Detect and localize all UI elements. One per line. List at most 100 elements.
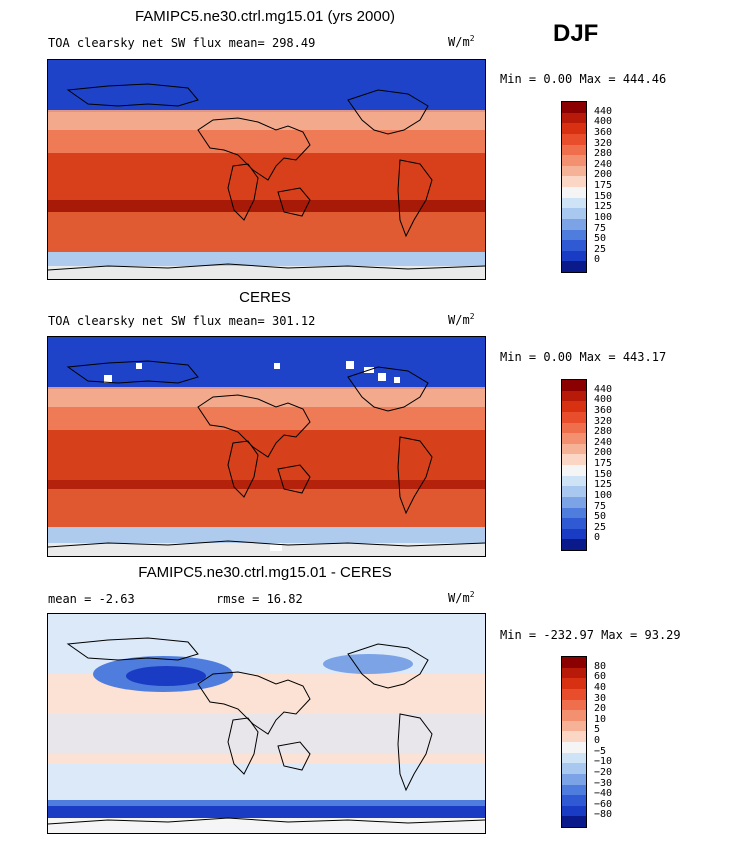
colorbar-tick-label: 360 — [594, 404, 613, 416]
panel-1-band-polar-n — [48, 60, 485, 112]
panel-2-mean: mean= 301.12 — [228, 314, 316, 328]
colorbar-segment — [562, 805, 586, 817]
panel-2-band-south — [48, 489, 485, 529]
coastline — [277, 464, 311, 494]
panel-1-field — [48, 60, 485, 279]
colorbar-tick-label: 240 — [594, 436, 613, 448]
panel-3-band-icefront — [48, 800, 485, 808]
colorbar-segment — [562, 165, 586, 177]
colorbar-segment — [562, 123, 586, 134]
colorbar-tick-label: 360 — [594, 126, 613, 138]
colorbar-segment — [562, 688, 586, 700]
colorbar-segment — [562, 763, 586, 774]
colorbar-segment — [562, 742, 586, 753]
colorbar-tick-label: 100 — [594, 489, 613, 501]
colorbar-tick-label: 50 — [594, 233, 607, 245]
colorbar-segment — [562, 112, 586, 124]
coastline — [227, 440, 259, 498]
colorbar-tick-label: 0 — [594, 254, 601, 266]
panel-2-missing-cell — [104, 375, 112, 383]
panel-3-band-south — [48, 764, 485, 800]
season-label: DJF — [553, 20, 599, 47]
colorbar-tick-label: 40 — [594, 681, 607, 693]
panel-1-band-tropics — [48, 153, 485, 208]
colorbar-tick-label: 400 — [594, 394, 613, 406]
colorbar-tick-label: 0 — [594, 735, 601, 746]
colorbar-segment — [562, 731, 586, 742]
coastline — [66, 83, 199, 107]
colorbar-segment — [562, 261, 586, 272]
coastline — [48, 263, 485, 271]
colorbar-segment — [562, 528, 586, 540]
colorbar-tick-label: 320 — [594, 137, 613, 149]
panel-1-minmax: Min = 0.00 Max = 444.46 — [500, 72, 667, 86]
panel-3-colorbar — [561, 656, 587, 828]
colorbar-tick-label: 175 — [594, 180, 613, 191]
colorbar-segment — [562, 176, 586, 187]
panel-3-mean: mean = -2.63 — [48, 592, 135, 606]
colorbar-segment — [562, 197, 586, 209]
colorbar-tick-label: 10 — [594, 713, 607, 725]
colorbar-tick-label: 80 — [594, 660, 607, 672]
colorbar-tick-label: 50 — [594, 511, 607, 523]
colorbar-tick-label: 320 — [594, 415, 613, 427]
panel-3-minmax: Min = -232.97 Max = 93.29 — [500, 628, 681, 642]
panel-1-mean: mean= 298.49 — [228, 36, 316, 50]
coastline — [397, 159, 433, 238]
panel-3-map — [47, 613, 486, 834]
panel-1-units: W/m2 — [448, 34, 475, 49]
panel-1-colorbar — [561, 101, 587, 273]
panel-2-band-antarctic — [48, 543, 485, 556]
panel-2-band-tropics — [48, 430, 485, 485]
coastline — [48, 817, 485, 825]
panel-2-minmax: Min = 0.00 Max = 443.17 — [500, 350, 667, 364]
colorbar-segment — [562, 475, 586, 487]
colorbar-tick-label: −60 — [594, 798, 613, 810]
colorbar-tick-label: 75 — [594, 222, 607, 234]
colorbar-segment — [562, 784, 586, 796]
panel-2-missing-cell — [270, 543, 282, 551]
colorbar-tick-label: 280 — [594, 148, 613, 160]
colorbar-tick-label: 240 — [594, 158, 613, 170]
panel-1-band-mid-n — [48, 110, 485, 132]
coastline — [277, 741, 311, 771]
colorbar-tick-label: −5 — [594, 745, 607, 757]
colorbar-segment — [562, 496, 586, 508]
colorbar-tick-label: 30 — [594, 692, 607, 704]
panel-2-units: W/m2 — [448, 312, 475, 327]
colorbar-tick-label: 400 — [594, 116, 613, 128]
colorbar-tick-label: −40 — [594, 788, 613, 800]
colorbar-tick-label: 175 — [594, 458, 613, 469]
colorbar-tick-label: 440 — [594, 383, 613, 395]
colorbar-segment — [562, 155, 586, 166]
colorbar-segment — [562, 102, 586, 113]
panel-2-title: CERES — [239, 289, 291, 306]
colorbar-tick-label: 25 — [594, 243, 607, 255]
coastline — [347, 89, 429, 135]
panel-2-missing-cell — [274, 363, 280, 369]
panel-1-band-south — [48, 212, 485, 254]
colorbar-segment — [562, 390, 586, 402]
coastline — [227, 163, 259, 221]
coastline — [227, 717, 259, 775]
colorbar-segment — [562, 380, 586, 391]
coastline — [397, 713, 433, 792]
colorbar-tick-label: −10 — [594, 756, 613, 768]
colorbar-segment — [562, 465, 586, 476]
panel-2-subtitle: TOA clearsky net SW flux mean= 301.12 — [48, 314, 315, 328]
colorbar-tick-label: 0 — [594, 532, 601, 544]
coastline — [397, 436, 433, 515]
panel-2-band-polar-n — [48, 337, 485, 389]
colorbar-segment — [562, 699, 586, 711]
panel-2-band-mid-n — [48, 387, 485, 409]
panel-3-anomaly-namerica — [323, 654, 413, 674]
panel-1-band-subtropic-n — [48, 130, 485, 155]
colorbar-tick-label: 200 — [594, 169, 613, 181]
colorbar-segment — [562, 250, 586, 262]
colorbar-segment — [562, 816, 586, 827]
colorbar-segment — [562, 208, 586, 219]
colorbar-segment — [562, 539, 586, 550]
panel-2-missing-cell — [378, 373, 386, 381]
panel-1-band-max — [48, 200, 485, 214]
colorbar-tick-label: −30 — [594, 777, 613, 789]
